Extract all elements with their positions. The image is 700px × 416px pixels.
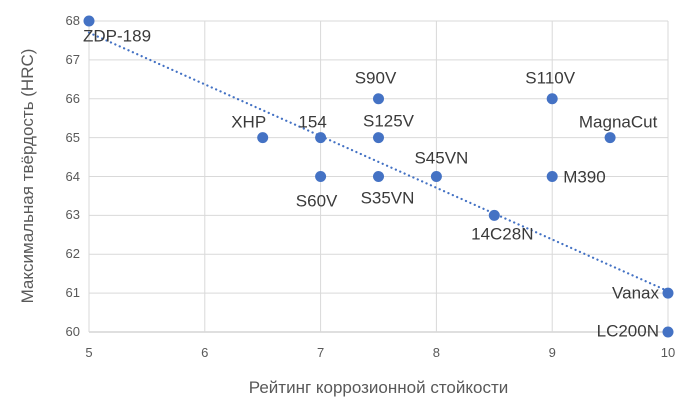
point-label-S110V: S110V [525, 68, 576, 88]
x-axis-title: Рейтинг коррозионной стойкости [248, 378, 509, 397]
data-point-154 [315, 132, 327, 144]
point-label-MagnaCut: MagnaCut [578, 112, 658, 132]
x-tick-label: 10 [660, 345, 676, 360]
point-label-S45VN: S45VN [414, 148, 469, 167]
x-tick-label: 5 [85, 345, 93, 360]
data-point-XHP [257, 132, 269, 144]
point-label-Vanax: Vanax [612, 283, 659, 303]
point-label-S35VN: S35VN [360, 188, 415, 207]
y-tick-label: 65 [65, 129, 80, 145]
data-point-S35VN [373, 171, 384, 182]
data-point-S110V [546, 93, 558, 105]
y-tick-label: 62 [65, 246, 80, 262]
point-label-S60V: S60V [295, 191, 338, 210]
data-point-Vanax [662, 287, 674, 299]
point-label-XHP: XHP [231, 112, 267, 132]
point-label-LC200N: LC200N [596, 321, 659, 341]
x-tick-label: 6 [201, 345, 209, 360]
x-tick-label: 8 [432, 345, 441, 360]
data-point-S125V [373, 132, 384, 144]
y-tick-label: 68 [65, 13, 80, 28]
point-label-14C28N: 14C28N [471, 224, 534, 244]
data-point-M390 [546, 171, 558, 182]
y-tick-label: 67 [65, 51, 80, 67]
y-axis-title: Максимальная твёрдость (HRC) [18, 48, 37, 304]
trendline [87, 31, 670, 293]
data-point-LC200N [662, 326, 674, 338]
point-label-S125V: S125V [362, 111, 415, 131]
point-label-M390: M390 [563, 167, 606, 186]
data-point-ZDP-189 [83, 15, 95, 27]
y-tick-label: 60 [65, 324, 80, 339]
x-tick-label: 7 [316, 345, 325, 360]
data-point-14C28N [488, 209, 500, 221]
point-label-154: 154 [298, 112, 327, 132]
y-tick-label: 66 [65, 90, 80, 106]
point-label-ZDP-189: ZDP-189 [83, 26, 152, 46]
data-point-S60V [315, 171, 327, 182]
point-label-S90V: S90V [354, 68, 397, 88]
data-point-S90V [373, 93, 384, 105]
x-tick-label: 9 [548, 345, 556, 360]
y-tick-label: 61 [65, 285, 80, 301]
data-point-MagnaCut [604, 132, 616, 144]
y-tick-label: 63 [65, 207, 80, 223]
data-point-S45VN [430, 171, 442, 182]
y-tick-label: 64 [65, 168, 80, 184]
